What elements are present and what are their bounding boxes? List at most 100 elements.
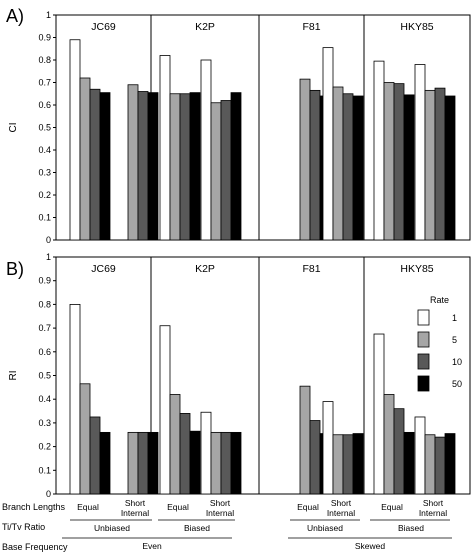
bar-rate-1 [322, 401, 334, 495]
legend-swatch-5 [417, 331, 430, 348]
legend-label-10: 10 [452, 357, 462, 367]
y-tick-label: 0 [46, 235, 51, 245]
y-tick-label: 0.2 [38, 190, 51, 200]
bar-rate-5 [79, 383, 91, 495]
titv-label: Biased [398, 523, 424, 533]
bar-rate-1 [200, 59, 212, 241]
model-label: HKY85 [400, 21, 433, 33]
y-tick-label: 0.4 [38, 145, 51, 155]
titv-label: Unbiased [94, 523, 130, 533]
y-tick-label: 0.7 [38, 78, 51, 88]
bar-rate-10 [393, 83, 405, 241]
y-tick-label: 0.8 [38, 299, 51, 309]
bar-rate-5 [332, 86, 344, 241]
bar-rate-5 [127, 84, 139, 241]
bar-rate-1 [159, 325, 171, 495]
bar-rate-10 [89, 416, 101, 495]
legend-title: Rate [430, 295, 449, 305]
bar-rate-5 [169, 394, 181, 495]
bar-rate-10 [220, 431, 232, 495]
bar-rate-50 [352, 95, 364, 241]
legend-label-5: 5 [452, 335, 457, 345]
bar-rate-5 [127, 431, 139, 495]
model-label: K2P [195, 263, 215, 275]
y-tick-label: 0.2 [38, 442, 51, 452]
bar-rate-10 [89, 88, 101, 241]
y-tick-label: 0.3 [38, 418, 51, 428]
bar-rate-50 [147, 431, 159, 495]
y-tick-label: 0.5 [38, 371, 51, 381]
bar-rate-5 [169, 93, 181, 241]
branch-length-label: Equal [381, 502, 403, 512]
bar-rate-50 [444, 433, 456, 495]
legend-label-50: 50 [452, 379, 462, 389]
branch-length-label: Short Internal [327, 498, 355, 518]
bar-rate-10 [393, 408, 405, 495]
titv-label: Unbiased [307, 523, 343, 533]
bar-rate-50 [230, 431, 242, 495]
model-label: HKY85 [400, 263, 433, 275]
model-label: JC69 [91, 263, 116, 275]
bar-rate-1 [69, 39, 81, 241]
y-tick-label: 0.6 [38, 100, 51, 110]
y-tick-label: 0.3 [38, 168, 51, 178]
bar-rate-5 [332, 434, 344, 495]
y-tick-label: 0.8 [38, 55, 51, 65]
bar-rate-10 [342, 93, 354, 241]
y-tick-label: 0.1 [38, 213, 51, 223]
panel-b: B) 0 0.1 0.2 0.3 0.4 0.5 0.6 0.7 0.8 0.9 1 RI JC69 K2P… [6, 252, 471, 499]
bar-rate-5 [299, 78, 311, 241]
model-label: K2P [195, 21, 215, 33]
bar-rate-10 [179, 93, 191, 241]
legend-swatch-50 [417, 375, 430, 392]
bar-rate-5 [299, 385, 311, 495]
bar-rate-1 [159, 55, 171, 241]
bar-rate-5 [210, 102, 222, 241]
bar-rate-50 [189, 92, 201, 241]
bar-rate-10 [309, 420, 321, 495]
bar-rate-50 [444, 95, 456, 241]
panel-a: A) 0 0.1 0.2 0.3 0.4 0.5 0.6 0.7 0.8 0.9 1 CI JC69 K2P… [6, 6, 471, 245]
bar-rate-1 [373, 60, 385, 241]
y-tick-label: 0 [46, 489, 51, 499]
bottom-table: Branch Lengths Ti/Tv Ratio Base Frequency E… [2, 498, 452, 552]
bar-rate-1 [200, 411, 212, 495]
bar-rate-5 [424, 89, 436, 241]
bar-rate-50 [189, 430, 201, 495]
bar-rate-10 [309, 89, 321, 241]
titv-label: Biased [184, 523, 210, 533]
model-label: F81 [302, 263, 320, 275]
bar-rate-5 [383, 82, 395, 241]
bar-rate-50 [230, 92, 242, 241]
bar-rate-1 [414, 64, 426, 241]
base-frequency-row-label: Base Frequency [2, 542, 68, 552]
legend-swatch-10 [417, 353, 430, 370]
bar-rate-10 [179, 413, 191, 495]
bar-rate-5 [424, 434, 436, 495]
branch-length-label: Short Internal [206, 498, 234, 518]
titv-row-label: Ti/Tv Ratio [2, 522, 45, 532]
bar-rate-10 [434, 87, 446, 241]
bar-rate-5 [210, 431, 222, 495]
base-frequency-label: Even [142, 541, 162, 551]
y-tick-label: 0.7 [38, 323, 51, 333]
bar-rate-1 [69, 303, 81, 495]
y-tick-label: 0.6 [38, 347, 51, 357]
y-axis-label: RI [8, 371, 19, 381]
bar-rate-5 [79, 77, 91, 241]
bar-rate-50 [99, 431, 111, 495]
bar-rate-1 [322, 47, 334, 241]
panel-label: B) [6, 259, 24, 279]
bar-rate-1 [414, 416, 426, 495]
bar-rate-50 [352, 433, 364, 495]
bar-rate-50 [403, 431, 415, 495]
y-axis-label: CI [8, 123, 19, 133]
model-label: F81 [302, 21, 320, 33]
y-tick-label: 1 [46, 10, 51, 20]
bar-rate-10 [434, 436, 446, 495]
bar-rate-10 [342, 434, 354, 495]
bar-rate-10 [220, 100, 232, 241]
y-tick-label: 0.5 [38, 123, 51, 133]
model-label: JC69 [91, 21, 116, 33]
